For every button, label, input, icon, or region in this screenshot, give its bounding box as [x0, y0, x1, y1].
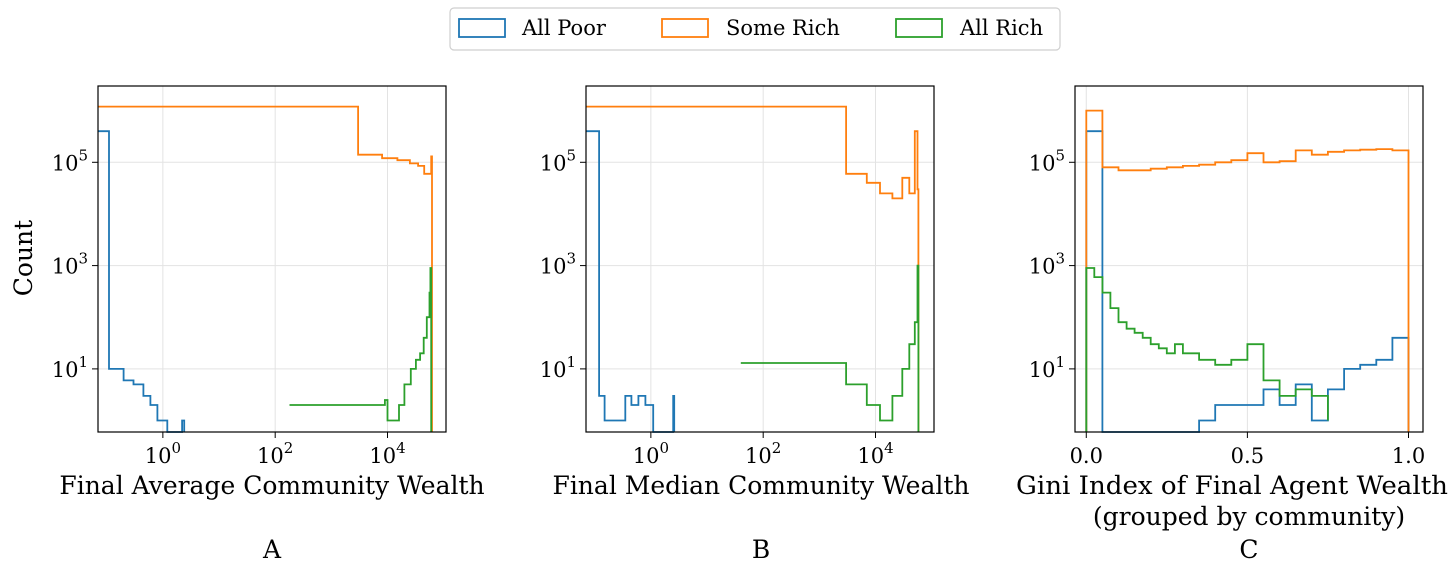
panel-a-ytick-label-1: 103	[52, 250, 88, 279]
legend-label-all-poor: All Poor	[521, 16, 607, 40]
panel-c-xtick-label-1: 0.5	[1231, 444, 1264, 468]
panel-b-letter: B	[752, 535, 770, 564]
panel-c-xtick-label-2: 1.0	[1392, 444, 1425, 468]
panel-a-xtick-label-0: 100	[145, 439, 181, 468]
panel-b-x-label: Final Median Community Wealth	[552, 471, 969, 500]
legend-entry-all-rich: All Rich	[895, 16, 1043, 40]
panel-a-ytick-label-0: 101	[52, 353, 88, 382]
panel-a-xtick-label-1: 102	[257, 439, 293, 468]
legend: All Poor Some Rich All Rich	[449, 7, 1061, 51]
panel-b-hist-some-rich	[586, 105, 920, 432]
legend-label-all-rich: All Rich	[959, 16, 1043, 40]
panel-c-xtick-label-0: 0.0	[1070, 444, 1103, 468]
panel-c-frame	[1074, 85, 1424, 433]
panel-a-frame	[97, 85, 447, 433]
legend-entry-all-poor: All Poor	[458, 16, 607, 40]
panel-b-frame	[585, 85, 935, 433]
panel-c-ytick-label-0: 101	[1029, 353, 1065, 382]
panel-a-histograms	[98, 105, 433, 433]
panel-a-x-label: Final Average Community Wealth	[59, 471, 484, 500]
panel-b-histograms	[586, 105, 920, 433]
panel-c-hist-some-rich	[1085, 109, 1410, 432]
panel-a-ticks: 101 103 105 100 102 104	[52, 146, 406, 468]
y-axis-label: Count	[9, 220, 38, 296]
panel-c-x-label-line2: (grouped by community)	[1093, 502, 1405, 531]
legend-swatch-some-rich	[661, 18, 709, 38]
legend-label-some-rich: Some Rich	[726, 16, 840, 40]
panel-c-letter: C	[1239, 535, 1258, 564]
panel-b-ticks: 101 103 105 100 102 104	[540, 146, 894, 468]
legend-swatch-all-rich	[895, 18, 943, 38]
panel-b-xtick-label-1: 102	[745, 439, 781, 468]
panel-b-ytick-label-2: 105	[540, 146, 576, 175]
panel-b-hist-all-poor	[586, 130, 676, 433]
panel-c-x-label: Gini Index of Final Agent Wealth	[1016, 471, 1448, 500]
panel-c-grid	[1075, 86, 1423, 432]
panel-a-hist-all-rich	[289, 267, 433, 432]
panel-a: 101 103 105 100 102 104 Final Average Communi…	[52, 85, 485, 564]
panel-c-hist-all-rich	[1085, 267, 1329, 432]
panel-c-ytick-label-2: 105	[1029, 146, 1065, 175]
panel-a-grid	[98, 86, 446, 432]
panel-a-letter: A	[262, 535, 282, 564]
panel-b-xtick-label-2: 104	[857, 439, 893, 468]
panel-c-ticks: 101 103 105 0.0 0.5 1.0	[1029, 146, 1425, 468]
panel-a-hist-some-rich	[98, 105, 433, 432]
panel-b-grid	[586, 86, 934, 432]
panel-b-ytick-label-0: 101	[540, 353, 576, 382]
legend-swatch-all-poor	[458, 18, 506, 38]
panel-b-hist-all-rich	[740, 264, 920, 432]
panel-c-ytick-label-1: 103	[1029, 250, 1065, 279]
panel-a-hist-all-poor	[98, 130, 186, 433]
panel-c: 101 103 105 0.0 0.5 1.0 Gini Index of Final A…	[1016, 85, 1448, 564]
panel-a-xtick-label-2: 104	[369, 439, 405, 468]
panel-a-ytick-label-2: 105	[52, 146, 88, 175]
legend-entry-some-rich: Some Rich	[661, 16, 840, 40]
panel-b: 101 103 105 100 102 104 Final Median Communit…	[540, 85, 970, 564]
panel-b-xtick-label-0: 100	[633, 439, 669, 468]
panel-b-ytick-label-1: 103	[540, 250, 576, 279]
